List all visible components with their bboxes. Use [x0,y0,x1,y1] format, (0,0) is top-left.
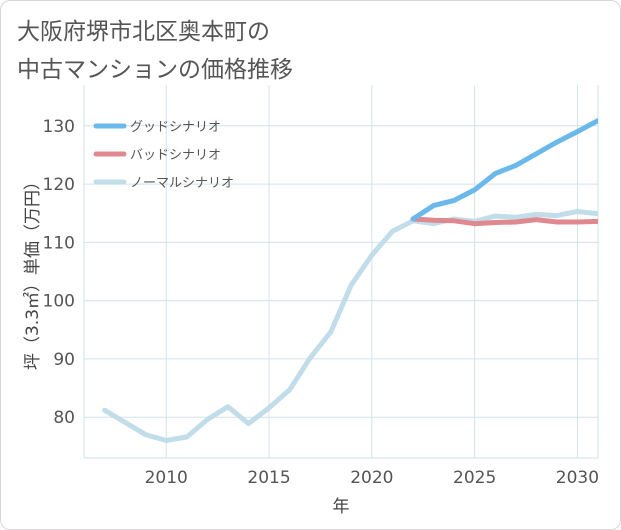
x-tick-label: 2030 [556,468,599,488]
chart-title-line1: 大阪府堺市北区奥本町の [17,19,270,45]
chart-title: 大阪府堺市北区奥本町の 中古マンションの価格推移 [17,13,577,89]
y-tick-label: 130 [43,117,75,137]
y-tick-label: 120 [43,175,75,195]
y-tick-label: 90 [53,350,75,370]
series-line-1 [410,216,598,227]
series-line-0 [410,118,598,222]
y-tick-label: 80 [53,408,75,428]
legend-label: ノーマルシナリオ [130,176,234,191]
x-tick-label: 2015 [247,468,290,488]
chart-title-line2: 中古マンションの価格推移 [17,57,293,83]
legend-label: バッドシナリオ [130,148,221,163]
y-axis-label: 坪（3.3㎡）単価（万円） [23,173,43,370]
x-tick-label: 2020 [350,468,393,488]
y-tick-label: 100 [43,292,75,312]
x-axis-label: 年 [333,497,350,517]
series-lines [102,118,598,443]
x-tick-label: 2010 [145,468,188,488]
x-tick-label: 2025 [453,468,496,488]
grid-lines [83,85,599,459]
legend-label: グッドシナリオ [130,120,221,135]
series-line-2 [102,209,598,443]
tick-labels: 2010 2015 2020 2025 2030 80 90 100 110 120 130 [43,117,600,488]
y-tick-label: 110 [43,233,75,253]
